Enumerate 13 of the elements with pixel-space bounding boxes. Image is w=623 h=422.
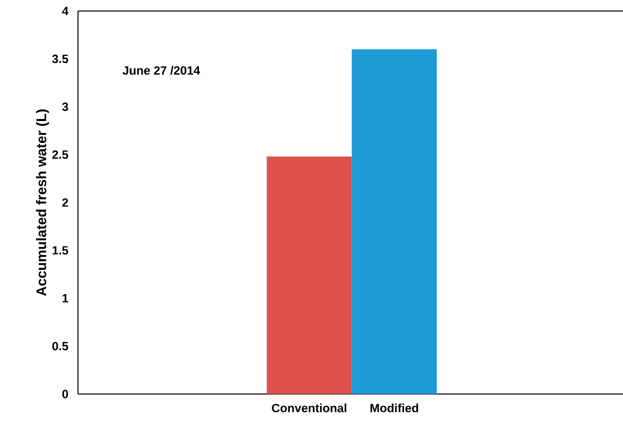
y-tick-label: 1.5 [52, 246, 68, 255]
y-tick-label: 2 [62, 198, 68, 207]
y-tick-label: 3.5 [52, 54, 68, 64]
y-tick-label: 0.5 [52, 342, 68, 350]
annotation: June 27 /2014 [122, 66, 200, 75]
x-tick-label: Conventional [272, 404, 346, 412]
x-tick-label: Modified [370, 404, 418, 412]
y-axis-title: Accumulated fresh water (L) [36, 109, 50, 296]
y-tick-label: 1 [62, 294, 68, 302]
y-tick-label: 4 [62, 6, 68, 16]
y-tick-label: 0 [62, 390, 68, 398]
y-tick-label: 2.5 [52, 150, 68, 159]
y-tick-label: 3 [62, 102, 68, 111]
